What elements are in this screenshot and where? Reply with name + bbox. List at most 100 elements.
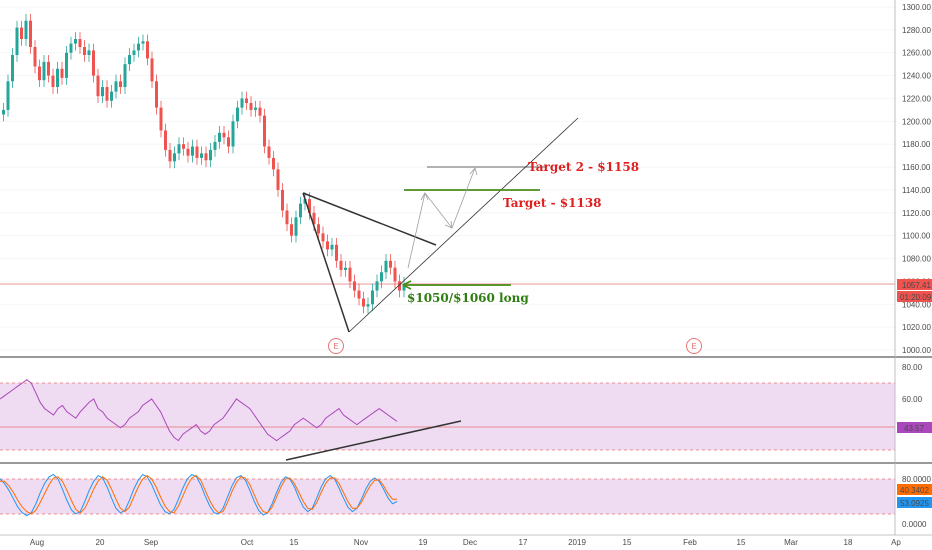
drawing-tools[interactable] — [302, 117, 579, 333]
candle-body — [245, 98, 248, 104]
candle-body — [195, 146, 199, 158]
target-2-annotation: Target 2 - $1158 — [528, 160, 639, 174]
candle-body — [299, 203, 302, 218]
candle-body — [335, 244, 338, 261]
stoch-tick-label: 0.0000 — [902, 520, 927, 529]
candle-body — [15, 27, 19, 56]
time-tick-label: Ap — [891, 538, 901, 547]
candle-body — [119, 81, 122, 88]
time-axis[interactable]: Aug 20 Sep Oct 15 Nov 19 Dec 17 2019 15 Feb 15 Mar 18 A… — [30, 538, 902, 547]
candle-body — [159, 107, 163, 131]
projection-arrow-icon — [444, 220, 453, 229]
candle-body — [105, 87, 109, 101]
candle-body — [276, 169, 280, 190]
candle-body — [33, 47, 37, 67]
candle-body — [231, 121, 235, 147]
candle-body — [294, 217, 298, 236]
candle-body — [114, 81, 118, 92]
candle-body — [290, 224, 293, 236]
time-tick-label: 17 — [519, 538, 528, 547]
rsi-pane[interactable] — [0, 379, 895, 461]
candle-body — [389, 260, 392, 268]
stochastic-pane[interactable] — [0, 473, 895, 517]
candle-body — [263, 115, 266, 147]
time-tick-label: Aug — [30, 538, 44, 547]
projection-arrow-icon — [469, 167, 478, 176]
candle-body — [128, 55, 131, 65]
candle-body — [204, 153, 208, 161]
candle-body — [96, 75, 100, 97]
candle-body — [60, 68, 64, 78]
candle-body — [353, 281, 356, 291]
candle-body — [357, 290, 361, 299]
candle-body — [281, 189, 284, 211]
candle-body — [366, 304, 370, 307]
time-tick-label: Oct — [241, 538, 254, 547]
candle-body — [272, 157, 275, 170]
candle-body — [110, 91, 113, 101]
candle-body — [182, 144, 185, 149]
projection-arrow-icon — [420, 192, 429, 201]
rsi-line — [0, 379, 398, 442]
last-price-tag: 1057.41 — [902, 281, 931, 290]
candle-body — [155, 81, 158, 108]
candle-body — [321, 233, 325, 242]
candle-body — [330, 244, 334, 250]
wedge-lower-trendline[interactable] — [302, 192, 350, 333]
countdown-tag: 01:20:09 — [900, 293, 932, 302]
candle-body — [56, 68, 59, 88]
rsi-band — [0, 383, 895, 450]
price-tick-label: 1160.00 — [902, 163, 931, 172]
time-tick-label: Nov — [354, 538, 368, 547]
wedge-upper-trendline[interactable] — [302, 192, 437, 246]
stoch-tick-label: 80.0000 — [902, 475, 931, 484]
candle-body — [240, 98, 244, 108]
projection-path[interactable] — [407, 167, 476, 269]
price-pane[interactable]: Target 2 - $1158 Target - $1138 $1050/$1… — [0, 6, 895, 354]
candle-body — [317, 224, 320, 234]
rsi-tick-label: 80.00 — [902, 363, 923, 372]
price-tick-label: 1220.00 — [902, 94, 931, 103]
candle-body — [69, 43, 73, 53]
candle-body — [222, 132, 226, 138]
candle-body — [24, 20, 28, 40]
candle-body — [168, 149, 172, 162]
rising-support-line[interactable] — [348, 117, 579, 333]
long-entry-annotation: $1050/$1060 long — [407, 291, 529, 305]
candle-body — [20, 27, 23, 40]
candle-body — [218, 132, 221, 142]
price-tick-label: 1020.00 — [902, 323, 931, 332]
time-tick-label: 15 — [290, 538, 299, 547]
candle-body — [258, 107, 262, 116]
candle-body — [6, 81, 10, 110]
earnings-marker-label: E — [691, 342, 696, 351]
time-tick-label: 15 — [623, 538, 632, 547]
candle-body — [254, 107, 257, 110]
rsi-trendline[interactable] — [285, 420, 462, 461]
stoch-band — [0, 479, 895, 514]
earnings-marker[interactable]: E — [686, 338, 702, 354]
candle-body — [384, 260, 388, 273]
long-entry-arrow-icon — [402, 280, 412, 290]
time-tick-label: Feb — [683, 538, 697, 547]
candle-body — [87, 50, 91, 56]
candle-body — [191, 146, 194, 156]
candle-body — [402, 283, 406, 291]
candle-body — [146, 41, 149, 59]
stoch-d-line — [0, 474, 397, 515]
time-tick-label: Sep — [144, 538, 159, 547]
earnings-marker[interactable]: E — [328, 338, 344, 354]
earnings-marker-label: E — [333, 342, 338, 351]
candle-body — [398, 281, 401, 291]
price-tags: 1057.41 01:20:09 43.57 40.3402 53.0925 — [897, 279, 932, 508]
price-tick-label: 1000.00 — [902, 346, 931, 355]
candle-body — [38, 66, 41, 81]
price-tick-label: 1280.00 — [902, 26, 931, 35]
price-tick-label: 1260.00 — [902, 49, 931, 58]
time-tick-label: 20 — [96, 538, 105, 547]
candle-body — [348, 267, 352, 282]
target-1-annotation: Target - $1138 — [503, 196, 602, 210]
candle-body — [236, 107, 239, 122]
